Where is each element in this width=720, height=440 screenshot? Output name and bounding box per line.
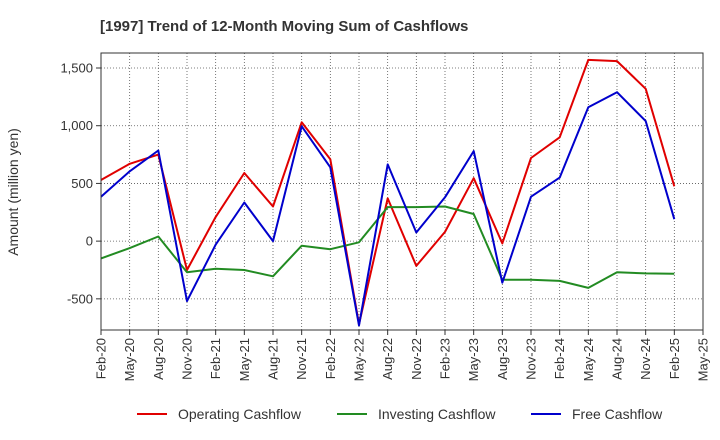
legend-label: Operating Cashflow xyxy=(178,406,302,422)
x-tick-label: Aug-20 xyxy=(151,338,166,380)
x-tick-label: Nov-22 xyxy=(409,338,424,380)
x-tick-label: May-25 xyxy=(696,338,711,381)
y-ticks: -500 0 500 1,000 1,500 xyxy=(60,61,101,306)
x-tick-label: May-24 xyxy=(581,338,596,381)
x-tick-label: May-20 xyxy=(122,338,137,381)
y-tick-label: -500 xyxy=(67,291,93,306)
x-tick-label: Feb-21 xyxy=(208,338,223,379)
x-tick-label: May-23 xyxy=(466,338,481,381)
legend-label: Investing Cashflow xyxy=(378,406,496,422)
x-tick-label: Nov-24 xyxy=(638,338,653,380)
chart-title: [1997] Trend of 12-Month Moving Sum of C… xyxy=(100,18,468,35)
legend: Operating Cashflow Investing Cashflow Free… xyxy=(137,406,663,422)
series-line xyxy=(100,91,676,327)
x-tick-label: Feb-25 xyxy=(667,338,682,379)
y-tick-label: 500 xyxy=(71,176,93,191)
x-ticks: Feb-20 May-20 Aug-20 Nov-20 Feb-21 May-21 Aug-… xyxy=(94,330,711,381)
plot-frame xyxy=(100,52,704,331)
x-tick-label: Feb-24 xyxy=(552,338,567,379)
y-axis-label: Amount (million yen) xyxy=(5,128,21,256)
x-tick-label: Feb-22 xyxy=(323,338,338,379)
y-tick-label: 1,000 xyxy=(60,118,93,133)
x-tick-label: Nov-23 xyxy=(524,338,539,380)
x-tick-label: Aug-23 xyxy=(495,338,510,380)
legend-label: Free Cashflow xyxy=(572,406,663,422)
x-tick-label: Feb-20 xyxy=(94,338,109,379)
series-line xyxy=(100,58,676,326)
x-tick-label: Aug-24 xyxy=(610,338,625,380)
x-tick-label: Nov-21 xyxy=(294,338,309,380)
y-tick-label: 1,500 xyxy=(60,61,93,76)
grid xyxy=(101,53,703,330)
x-tick-label: May-21 xyxy=(237,338,252,381)
x-tick-label: Aug-21 xyxy=(266,338,281,380)
x-tick-label: Feb-23 xyxy=(438,338,453,379)
series-lines xyxy=(100,58,676,327)
y-tick-label: 0 xyxy=(86,234,93,249)
x-tick-label: May-22 xyxy=(352,338,367,381)
x-tick-label: Aug-22 xyxy=(380,338,395,380)
x-tick-label: Nov-20 xyxy=(180,338,195,380)
series-line xyxy=(100,205,675,289)
